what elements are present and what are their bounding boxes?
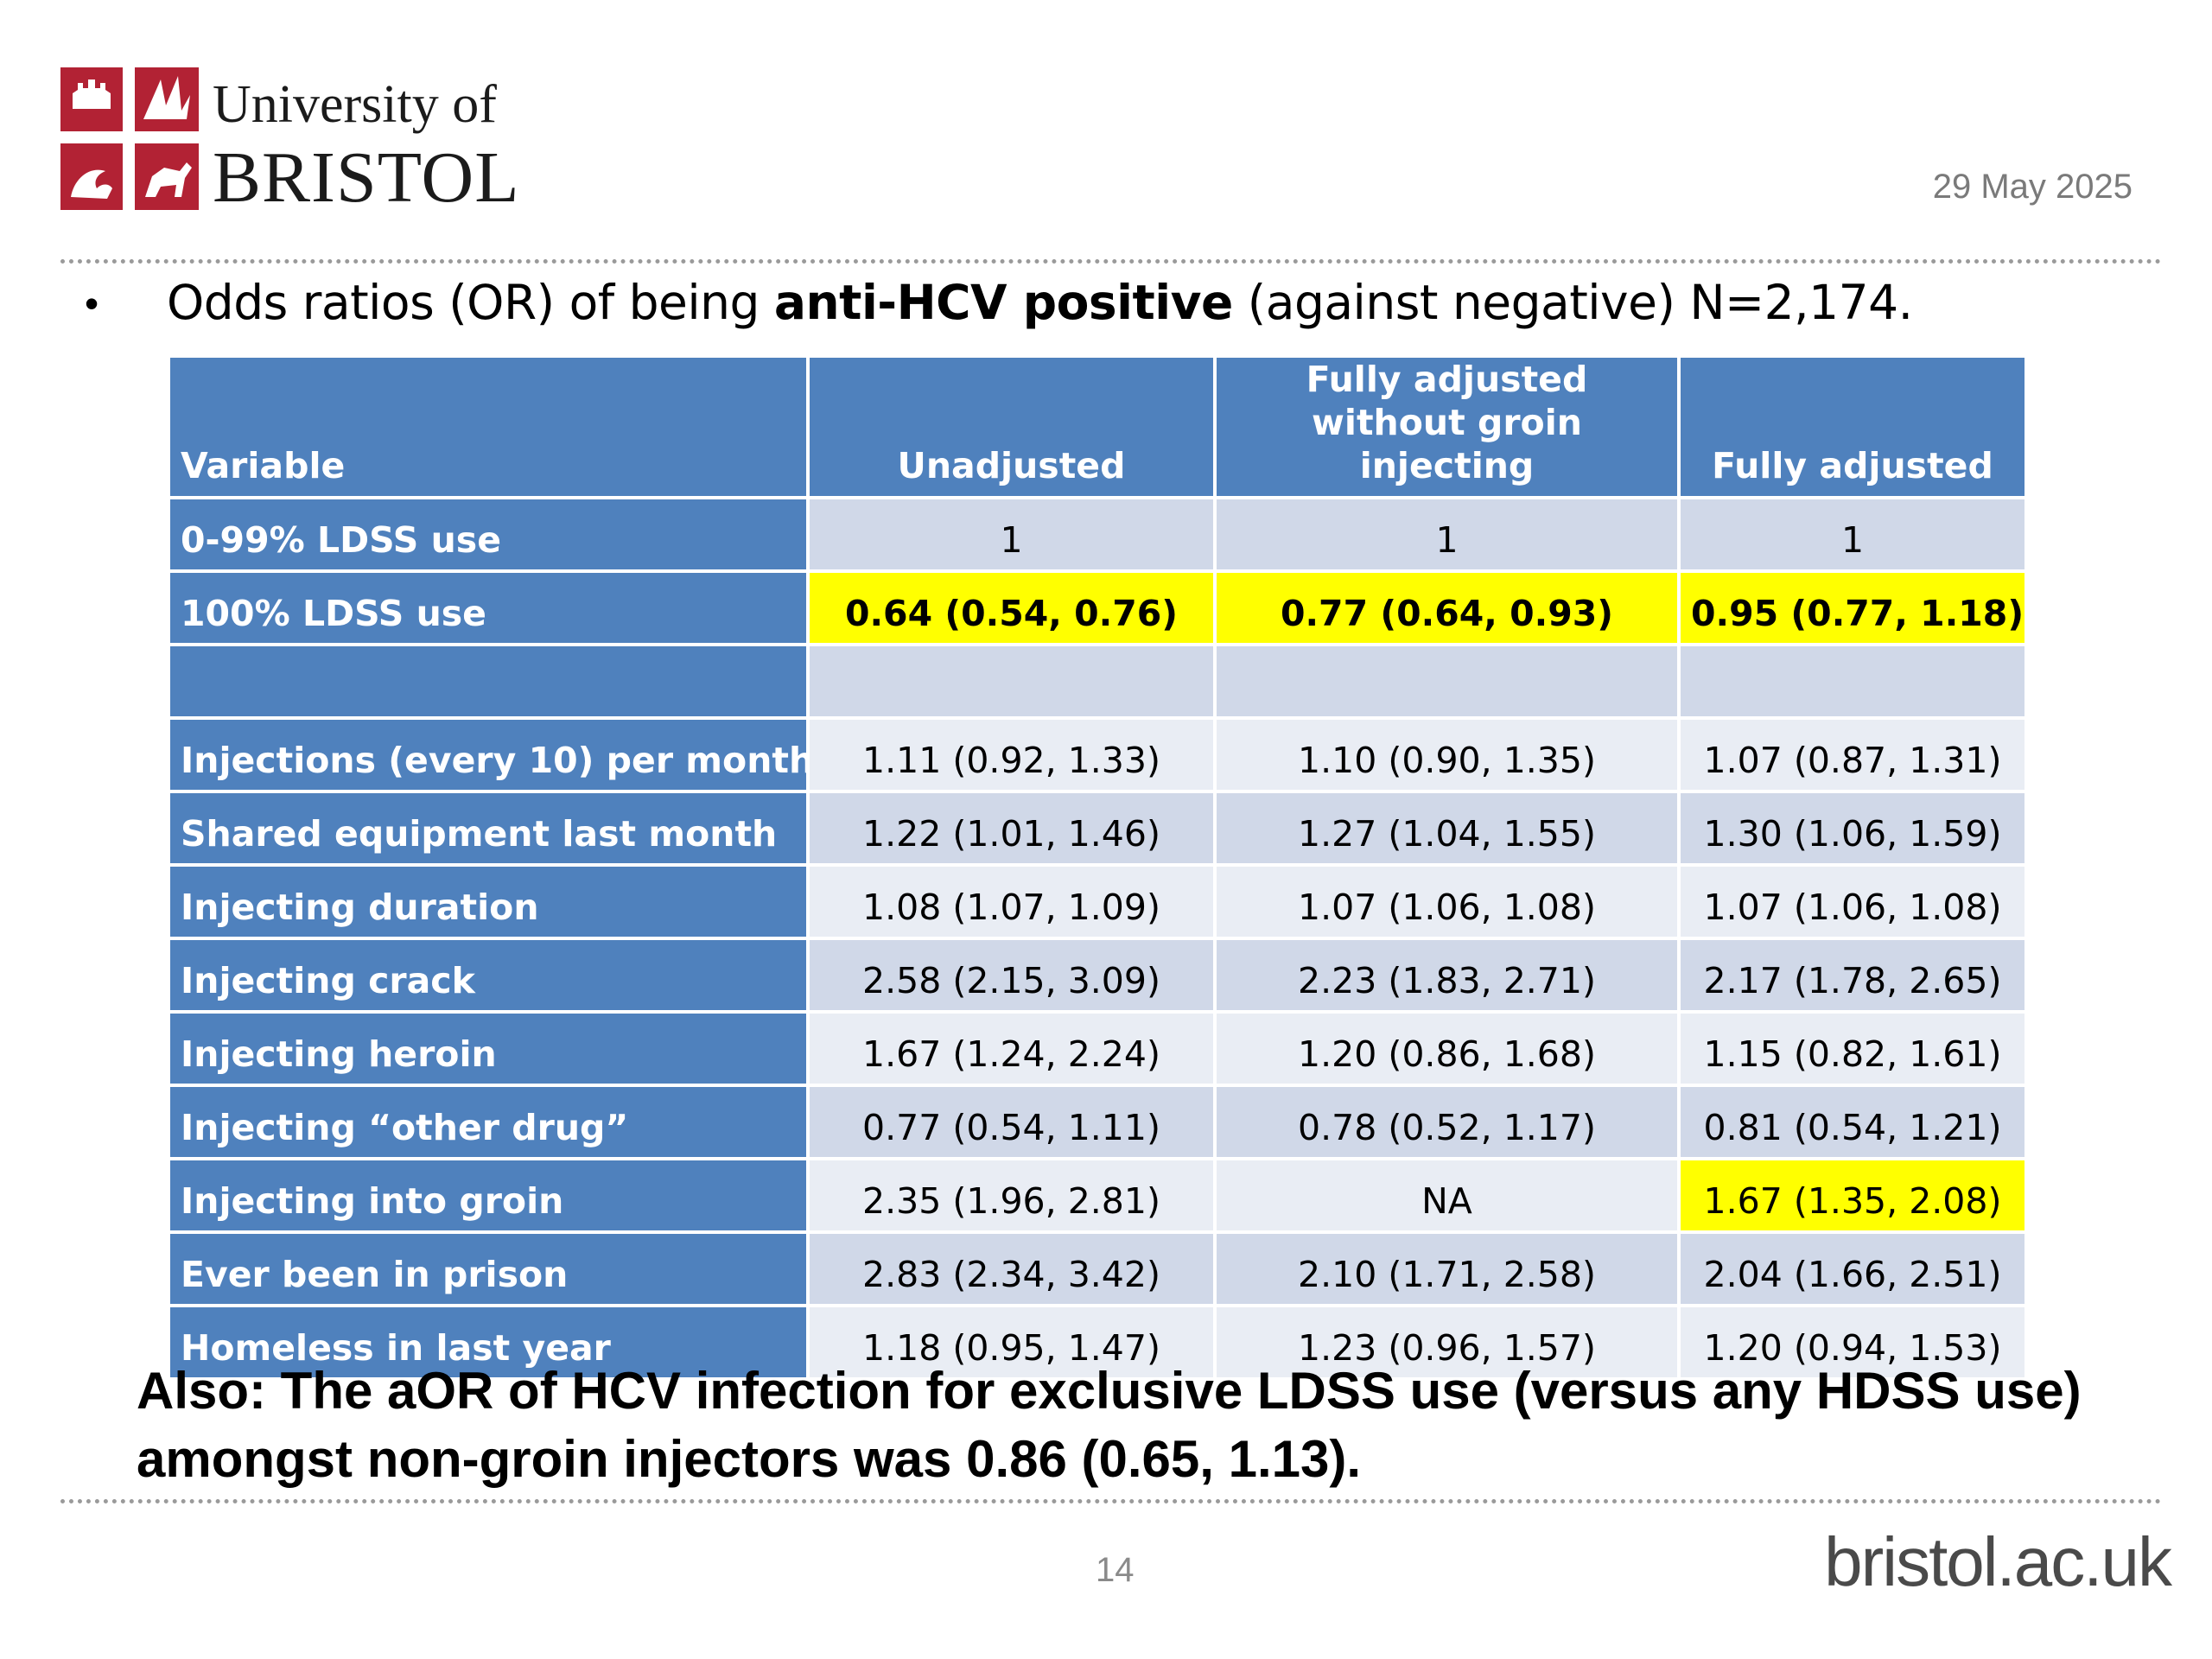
row-value-cell: 1.15 (0.82, 1.61): [1677, 1010, 2028, 1088]
row-value-cell: [1677, 643, 2028, 721]
row-value-cell: 1: [1677, 496, 2028, 574]
table-row: Injecting crack 2.58 (2.15, 3.09) 2.23 (1.…: [167, 937, 2028, 1014]
header-fully-adjusted: Fully adjusted: [1677, 353, 2028, 500]
slide-heading: Odds ratios (OR) of being anti-HCV posit…: [167, 275, 1913, 330]
odds-ratio-table: Variable Unadjusted Fully adjusted witho…: [167, 353, 2028, 1382]
row-value-cell: 1.18 (0.95, 1.47): [806, 1304, 1217, 1382]
logo-text-university: University of: [213, 75, 497, 134]
bottom-dotted-divider: [60, 1499, 2162, 1503]
university-logo: University of BRISTOL: [60, 67, 544, 214]
row-value-cell: 2.58 (2.15, 3.09): [806, 937, 1217, 1014]
row-value-cell: NA: [1213, 1157, 1681, 1235]
row-variable-label: Injecting crack: [167, 937, 810, 1014]
page-number: 14: [1096, 1551, 1135, 1589]
row-value-cell: 1.07 (1.06, 1.08): [1213, 863, 1681, 941]
row-variable-label: Shared equipment last month: [167, 790, 810, 868]
row-value-cell: 1.11 (0.92, 1.33): [806, 716, 1217, 794]
row-value-cell: 2.35 (1.96, 2.81): [806, 1157, 1217, 1235]
website-url: bristol.ac.uk: [1824, 1523, 2172, 1600]
row-value-cell: 1.20 (0.94, 1.53): [1677, 1304, 2028, 1382]
row-value-cell: 0.81 (0.54, 1.21): [1677, 1084, 2028, 1161]
table-row: Homeless in last year 1.18 (0.95, 1.47) 1.…: [167, 1304, 2028, 1382]
table-row: [167, 643, 2028, 721]
row-value-cell: 1.20 (0.86, 1.68): [1213, 1010, 1681, 1088]
top-dotted-divider: [60, 259, 2162, 264]
row-value-cell: 1.08 (1.07, 1.09): [806, 863, 1217, 941]
row-value-cell: 2.10 (1.71, 2.58): [1213, 1230, 1681, 1308]
row-value-cell: 2.04 (1.66, 2.51): [1677, 1230, 2028, 1308]
logo-text-bristol: BRISTOL: [213, 137, 520, 218]
table-row: 0-99% LDSS use 1 1 1: [167, 496, 2028, 574]
header-variable: Variable: [167, 353, 810, 500]
row-variable-label: Homeless in last year: [167, 1304, 810, 1382]
row-value-cell: 0.64 (0.54, 0.76): [806, 569, 1217, 647]
heading-bold: anti-HCV positive: [773, 275, 1233, 330]
row-variable-label: Injecting “other drug”: [167, 1084, 810, 1161]
row-variable-label: [167, 643, 810, 721]
table-row: Shared equipment last month 1.22 (1.01, 1…: [167, 790, 2028, 868]
table-row: Injecting heroin 1.67 (1.24, 2.24) 1.20 (0…: [167, 1010, 2028, 1088]
row-variable-label: Injecting into groin: [167, 1157, 810, 1235]
footnote-summary: Also: The aOR of HCV infection for exclu…: [137, 1362, 2082, 1489]
row-value-cell: 2.83 (2.34, 3.42): [806, 1230, 1217, 1308]
heading-prefix: Odds ratios (OR) of being: [167, 275, 774, 330]
row-value-cell: 1.67 (1.35, 2.08): [1677, 1157, 2028, 1235]
slide-date: 29 May 2025: [1932, 168, 2133, 206]
row-value-cell: 0.95 (0.77, 1.18): [1677, 569, 2028, 647]
row-value-cell: 1.10 (0.90, 1.35): [1213, 716, 1681, 794]
row-value-cell: 1: [1213, 496, 1681, 574]
row-variable-label: Injecting heroin: [167, 1010, 810, 1088]
table-row: Injecting duration 1.08 (1.07, 1.09) 1.07 …: [167, 863, 2028, 941]
row-value-cell: 0.77 (0.54, 1.11): [806, 1084, 1217, 1161]
table-row: Injections (every 10) per month 1.11 (0.9…: [167, 716, 2028, 794]
header-adjusted-without-groin: Fully adjusted without groin injecting: [1213, 353, 1681, 500]
row-value-cell: [806, 643, 1217, 721]
row-variable-label: 100% LDSS use: [167, 569, 810, 647]
table-row: Injecting into groin 2.35 (1.96, 2.81) NA 1…: [167, 1157, 2028, 1235]
table-row: Injecting “other drug” 0.77 (0.54, 1.11) 0…: [167, 1084, 2028, 1161]
row-value-cell: 1.22 (1.01, 1.46): [806, 790, 1217, 868]
heading-suffix: (against negative) N=2,174.: [1232, 275, 1913, 330]
row-value-cell: 2.17 (1.78, 2.65): [1677, 937, 2028, 1014]
table-row: 100% LDSS use 0.64 (0.54, 0.76) 0.77 (0.64…: [167, 569, 2028, 647]
row-value-cell: 1.07 (1.06, 1.08): [1677, 863, 2028, 941]
bullet-point: •: [85, 281, 99, 326]
row-value-cell: 1: [806, 496, 1217, 574]
row-value-cell: 1.30 (1.06, 1.59): [1677, 790, 2028, 868]
row-value-cell: 0.77 (0.64, 0.93): [1213, 569, 1681, 647]
row-value-cell: 1.07 (0.87, 1.31): [1677, 716, 2028, 794]
table-header-row: Variable Unadjusted Fully adjusted witho…: [167, 353, 2028, 500]
row-variable-label: Injections (every 10) per month: [167, 716, 810, 794]
row-value-cell: 2.23 (1.83, 2.71): [1213, 937, 1681, 1014]
row-value-cell: 1.27 (1.04, 1.55): [1213, 790, 1681, 868]
table-row: Ever been in prison 2.83 (2.34, 3.42) 2.10…: [167, 1230, 2028, 1308]
row-value-cell: 0.78 (0.52, 1.17): [1213, 1084, 1681, 1161]
row-variable-label: Ever been in prison: [167, 1230, 810, 1308]
header-unadjusted: Unadjusted: [806, 353, 1217, 500]
row-value-cell: [1213, 643, 1681, 721]
row-value-cell: 1.67 (1.24, 2.24): [806, 1010, 1217, 1088]
row-variable-label: 0-99% LDSS use: [167, 496, 810, 574]
row-variable-label: Injecting duration: [167, 863, 810, 941]
row-value-cell: 1.23 (0.96, 1.57): [1213, 1304, 1681, 1382]
university-crest-icon: [60, 67, 199, 210]
